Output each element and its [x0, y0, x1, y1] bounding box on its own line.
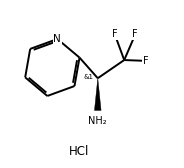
- Text: &1: &1: [84, 74, 94, 80]
- Text: HCl: HCl: [69, 145, 89, 158]
- Polygon shape: [94, 78, 101, 110]
- Text: F: F: [143, 56, 148, 66]
- Text: N: N: [54, 34, 61, 44]
- Text: NH₂: NH₂: [89, 116, 107, 126]
- Text: F: F: [132, 29, 138, 39]
- Text: F: F: [112, 29, 118, 39]
